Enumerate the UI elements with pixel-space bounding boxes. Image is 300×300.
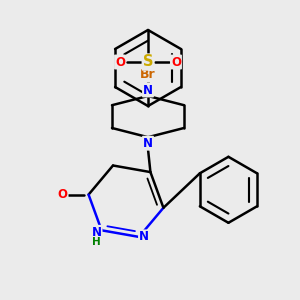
Text: N: N — [143, 83, 153, 97]
Text: N: N — [143, 137, 153, 150]
Text: N: N — [139, 230, 149, 243]
Text: S: S — [143, 55, 153, 70]
Text: O: O — [115, 56, 125, 68]
Text: O: O — [58, 188, 68, 201]
Text: Br: Br — [140, 68, 156, 82]
Text: H: H — [92, 237, 101, 247]
Text: N: N — [92, 226, 102, 239]
Text: O: O — [171, 56, 181, 68]
